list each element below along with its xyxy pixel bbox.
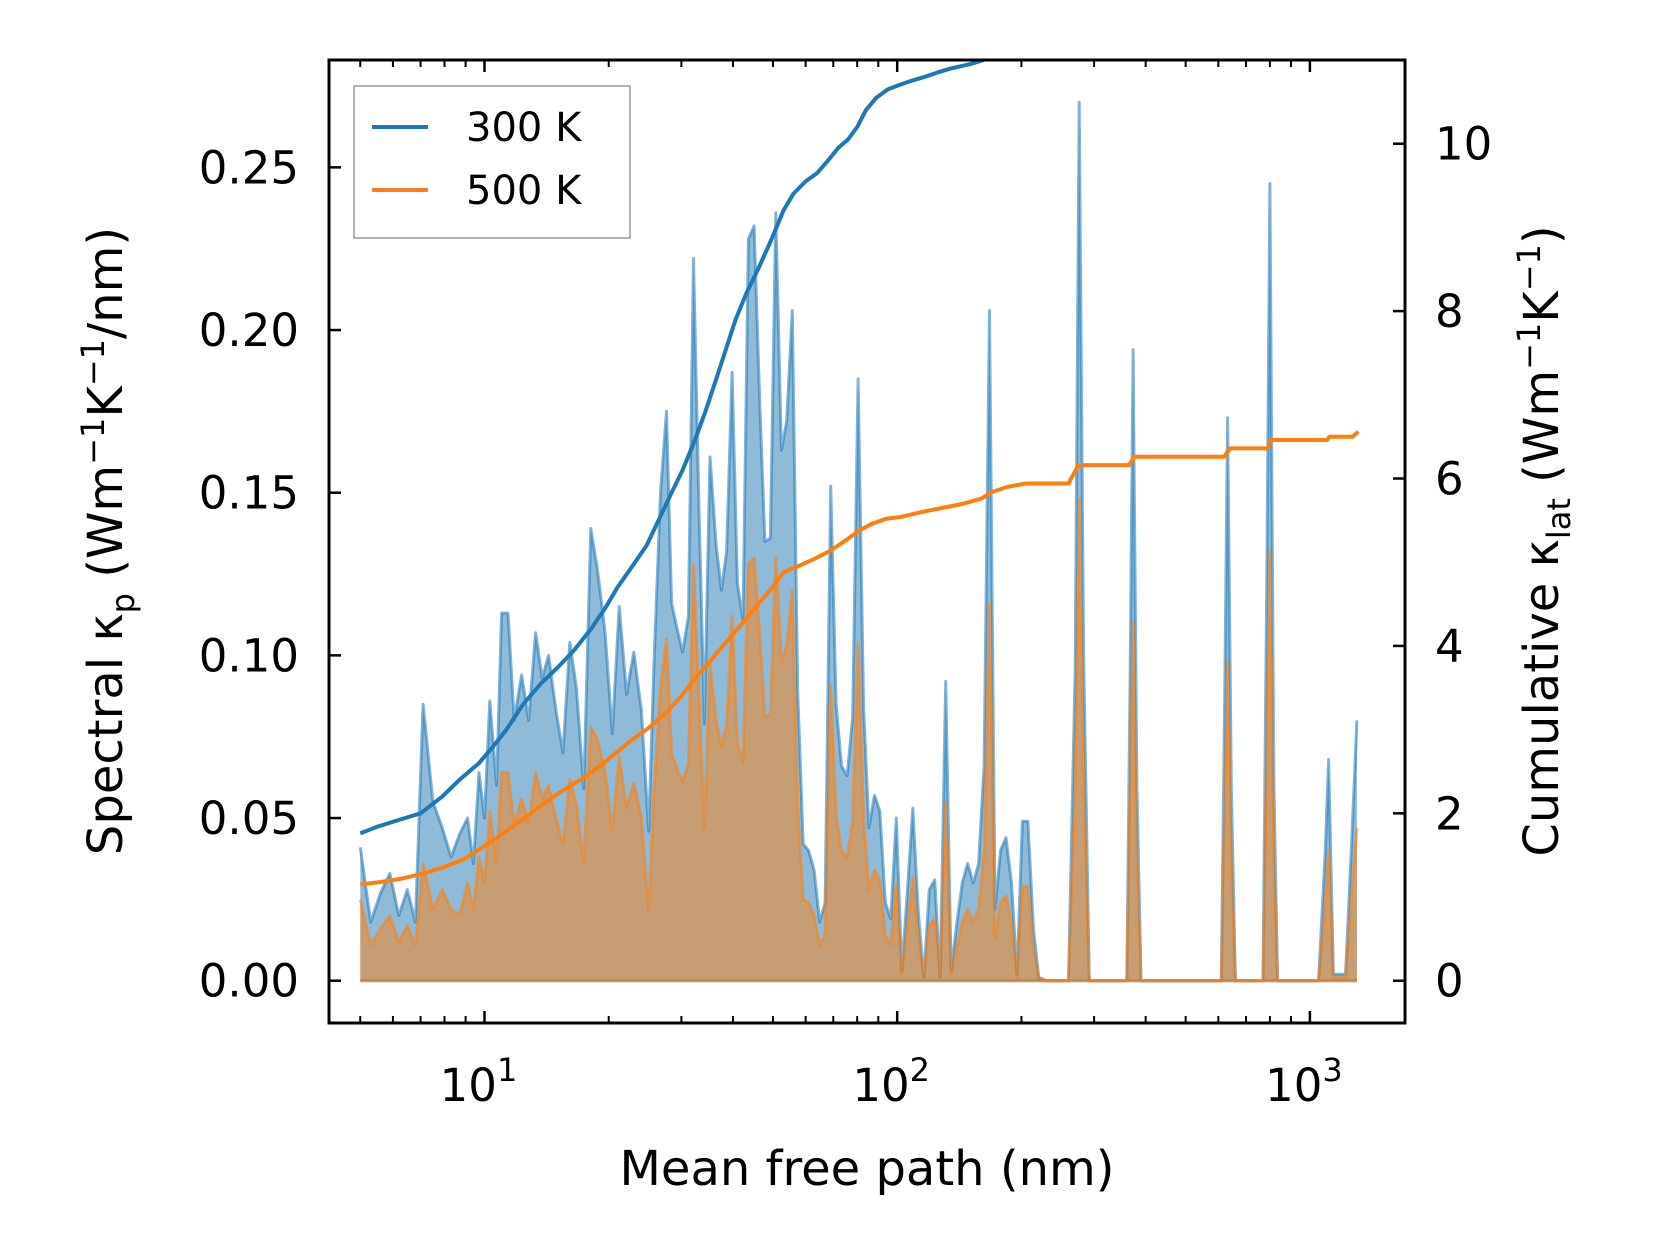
y-right-label-main: Cumulative κ (1514, 539, 1570, 857)
y-right-label-unit-open: (Wm (1514, 370, 1570, 498)
y-left-label-sub: p (104, 593, 142, 613)
spectral-line-300k (358, 100, 1359, 983)
y-right-label-mid: K (1514, 290, 1570, 323)
y-left-label-sup1: −1 (74, 418, 112, 465)
axes-frame (327, 58, 1407, 1025)
y-right-tick-label: 0 (1435, 955, 1464, 1008)
cumulative-line-300k (359, 60, 987, 836)
ticks: 101 102 103 0.00 0.05 0.10 0.15 0.20 0.25 0 2 4 6 8 10 (199, 60, 1492, 1112)
spectral-line-500k (358, 497, 1359, 983)
x-tick-label: 102 (852, 1051, 930, 1112)
x-axis-label: Mean free path (nm) (620, 1141, 1115, 1197)
y-left-tick-label: 0.20 (199, 304, 299, 357)
y-left-tick-label: 0.05 (199, 792, 299, 845)
x-tick-label: 101 (440, 1051, 518, 1112)
cumulative-line-500k (360, 430, 1360, 887)
y-right-tick-label: 4 (1435, 620, 1464, 673)
legend-label-300k: 300 K (466, 105, 583, 151)
legend: 300 K 500 K (353, 85, 631, 239)
y-right-tick-label: 2 (1435, 787, 1464, 840)
y-right-label-sup1: −1 (1510, 323, 1548, 370)
y-left-label-main: Spectral κ (78, 613, 134, 855)
y-left-tick-label: 0.00 (199, 955, 299, 1008)
y-left-label-unit-close: /nm) (78, 227, 134, 339)
spectral-fill-300k (360, 102, 1357, 981)
y-left-label-mid: K (78, 385, 134, 418)
y-left-label-unit-open: (Wm (78, 465, 134, 593)
legend-box (353, 85, 631, 239)
y-left-tick-label: 0.10 (199, 629, 299, 682)
y-right-label-unit-close: ) (1514, 225, 1570, 244)
y-right-label-sub: lat (1540, 498, 1578, 539)
legend-label-500k: 500 K (466, 168, 583, 214)
spectral-fill-500k (360, 499, 1357, 981)
y-axis-label-right: Cumulative κlat (Wm−1K−1) (1510, 225, 1578, 856)
y-left-label-sup2: −1 (74, 339, 112, 386)
x-tick-label: 103 (1265, 1051, 1343, 1112)
y-right-tick-label: 8 (1435, 285, 1464, 338)
y-left-tick-label: 0.15 (199, 467, 299, 520)
y-right-tick-label: 6 (1435, 453, 1464, 506)
series-layer (358, 60, 1360, 983)
y-right-tick-label: 10 (1435, 118, 1492, 171)
y-axis-label-left: Spectral κp (Wm−1K−1/nm) (74, 227, 142, 855)
plot-area (358, 60, 1360, 983)
y-left-tick-label: 0.25 (199, 141, 299, 194)
y-right-label-sup2: −1 (1510, 244, 1548, 291)
